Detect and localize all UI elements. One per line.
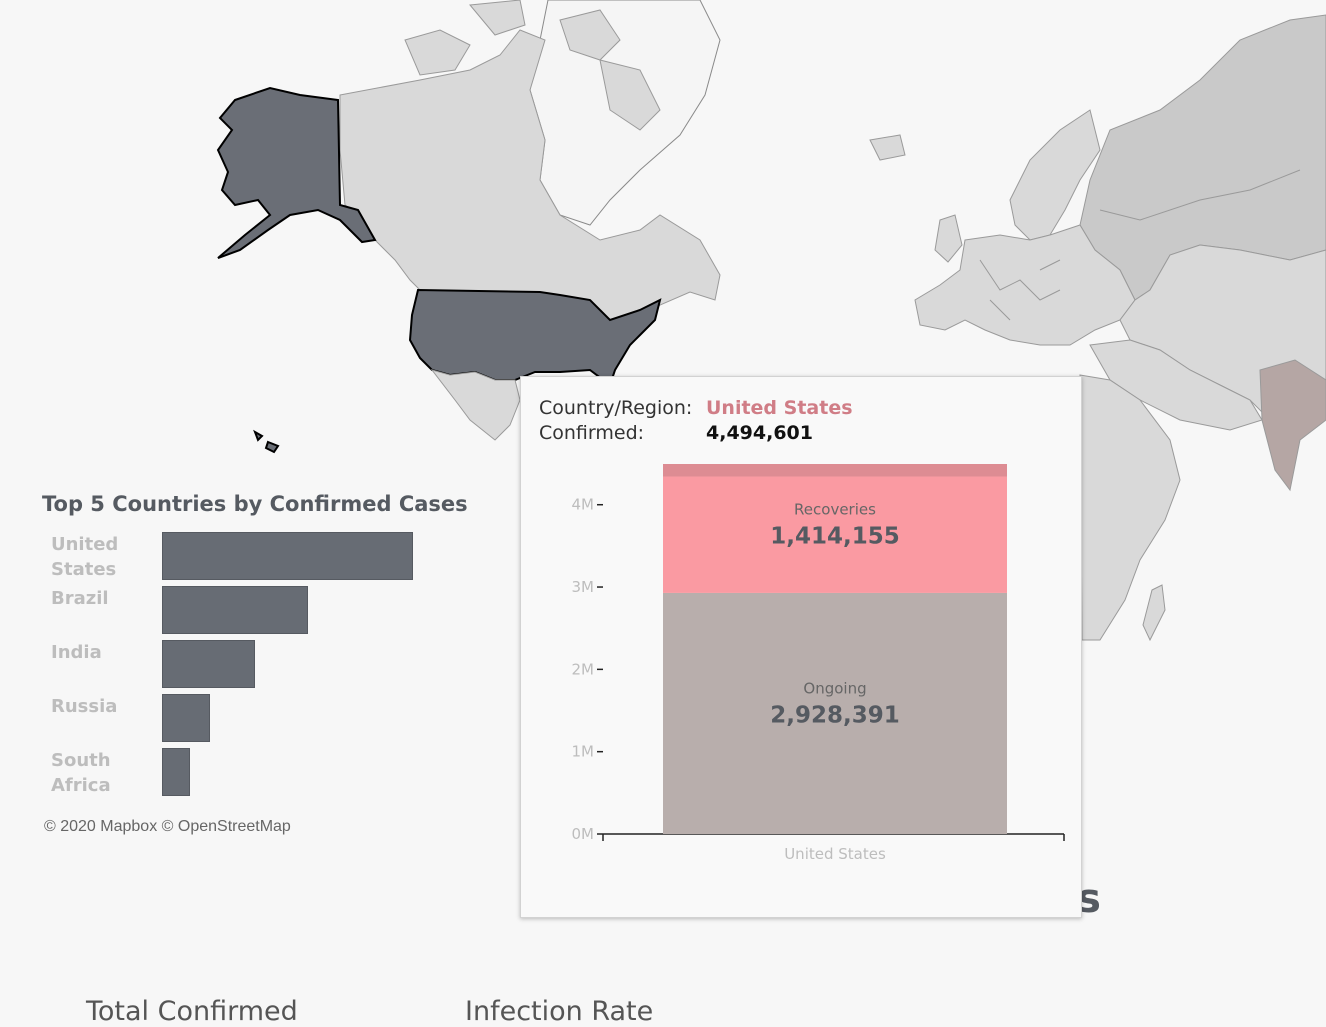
map-arctic-islands[interactable] [404, 0, 661, 131]
tooltip-confirmed-key: Confirmed: [539, 422, 645, 444]
map-india[interactable] [1259, 359, 1326, 492]
tooltip-confirmed-row: Confirmed: 4,494,601 [539, 422, 813, 444]
bar-label: United States [51, 534, 119, 580]
top5-title: Top 5 Countries by Confirmed Cases [42, 492, 468, 516]
bar-label: India [51, 642, 102, 663]
segment-value: 2,928,391 [770, 702, 900, 728]
bar-label: South Africa [51, 750, 111, 796]
x-category-label: United States [784, 845, 886, 863]
tooltip: Country/Region: United States Confirmed: 4… [520, 376, 1082, 918]
tooltip-confirmed-value: 4,494,601 [706, 422, 813, 444]
y-tick-label: 2M [572, 660, 595, 678]
map-scandinavia[interactable] [1009, 109, 1101, 241]
map-uk[interactable] [934, 214, 963, 263]
segment-value: 1,414,155 [770, 524, 900, 550]
map-iceland[interactable] [869, 134, 906, 161]
bar[interactable] [162, 532, 413, 580]
top5-panel: Top 5 Countries by Confirmed Cases Unite… [42, 492, 512, 852]
map-madagascar[interactable] [1142, 584, 1166, 642]
y-tick-label: 0M [572, 825, 595, 843]
bar[interactable] [162, 694, 210, 742]
tooltip-country-key: Country/Region: [539, 397, 693, 419]
bar[interactable] [162, 640, 255, 688]
y-tick-label: 4M [572, 496, 595, 514]
bar-segment[interactable] [663, 592, 1007, 834]
bar-segment[interactable] [663, 464, 1007, 477]
tooltip-country-row: Country/Region: United States [539, 397, 853, 419]
map-africa[interactable] [1079, 374, 1181, 641]
stacked-bar-chart: 0M 1M 2M 3M 4M Ongoing 2,928,391 Recoveries 1,41… [572, 464, 1065, 863]
map-hawaii[interactable] [253, 429, 280, 454]
bar-label: Brazil [51, 588, 109, 609]
map-canada[interactable] [339, 29, 721, 326]
tooltip-country-value: United States [706, 397, 853, 419]
bar-label: Russia [51, 696, 118, 717]
total-confirmed-heading: Total Confirmed [86, 996, 298, 1027]
map-alaska[interactable] [216, 86, 377, 259]
bar[interactable] [162, 586, 308, 634]
infection-rate-heading: Infection Rate [465, 996, 654, 1027]
segment-label: Recoveries [794, 501, 876, 519]
y-tick-label: 1M [572, 743, 595, 761]
map-attribution[interactable]: © 2020 Mapbox © OpenStreetMap [44, 818, 291, 835]
map-mexico[interactable] [430, 369, 521, 441]
segment-label: Ongoing [803, 679, 866, 697]
bar[interactable] [162, 748, 190, 796]
y-tick-label: 3M [572, 578, 595, 596]
bar-segment[interactable] [663, 476, 1007, 593]
